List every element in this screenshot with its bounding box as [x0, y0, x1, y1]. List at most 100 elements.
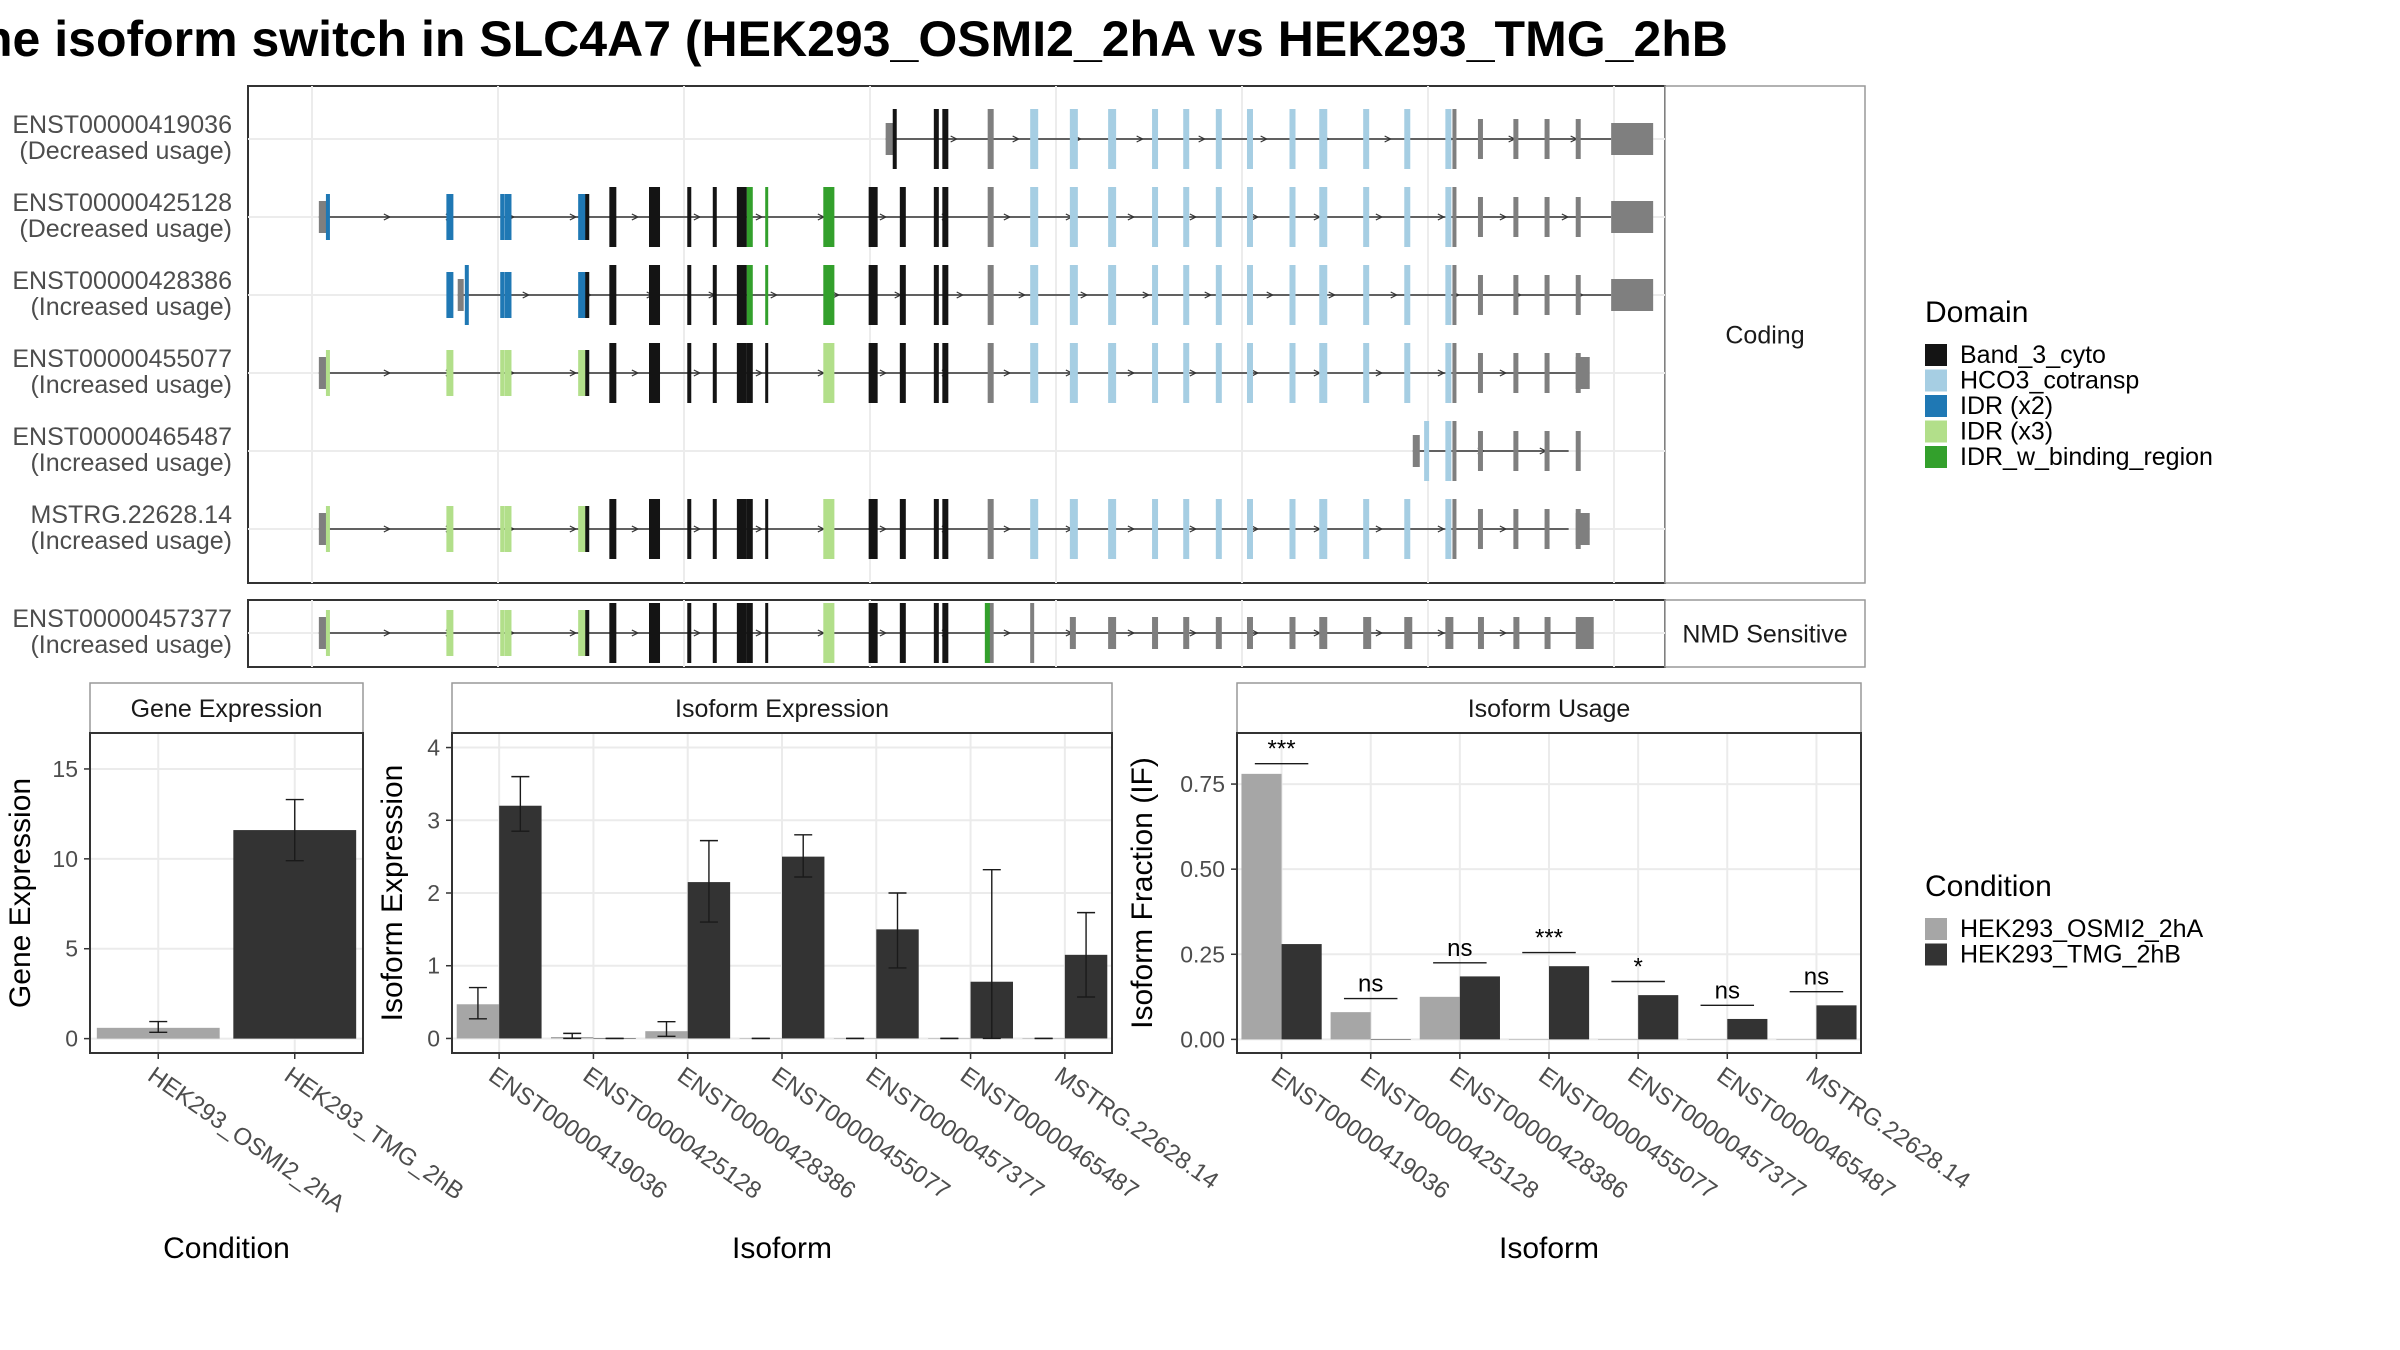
intron-arrow	[631, 629, 640, 637]
exon	[504, 610, 512, 656]
exon	[1404, 343, 1411, 403]
exon	[1246, 187, 1253, 247]
significance-label: *	[1633, 954, 1642, 981]
exon	[868, 343, 878, 403]
exon	[765, 265, 769, 325]
bar	[1330, 1012, 1371, 1040]
exon	[1246, 499, 1253, 559]
exon	[1215, 499, 1222, 559]
exon	[899, 499, 906, 559]
intron-arrow	[1127, 369, 1136, 377]
exon	[1030, 265, 1039, 325]
exon	[1544, 275, 1550, 315]
exon	[1363, 343, 1370, 403]
exon	[318, 201, 329, 233]
exon	[746, 499, 753, 559]
exon	[1215, 343, 1222, 403]
intron-arrow	[1127, 525, 1136, 533]
transcript-id: ENST00000428386	[12, 267, 232, 295]
x-axis-title: Isoform	[732, 1232, 832, 1265]
exon	[736, 187, 747, 247]
exon	[1452, 421, 1457, 481]
exon	[649, 343, 661, 403]
exon	[649, 499, 661, 559]
exon	[1069, 499, 1078, 559]
exon	[746, 265, 753, 325]
exon	[1152, 499, 1159, 559]
exon	[1319, 109, 1328, 169]
exon	[1477, 197, 1483, 237]
panel-strip	[89, 682, 364, 734]
exon	[868, 603, 878, 663]
exon	[325, 506, 330, 552]
exon	[609, 603, 617, 663]
transcript-row: ENST00000457377(Increased usage)	[12, 603, 1665, 663]
legend-label: HEK293_OSMI2_2hA	[1960, 915, 2204, 943]
exon	[1183, 109, 1190, 169]
exon	[1477, 275, 1483, 315]
exon	[1069, 187, 1078, 247]
condition-legend-item: HEK293_TMG_2hB	[1925, 941, 2181, 969]
exon	[712, 343, 717, 403]
exon	[464, 265, 469, 325]
exon	[578, 272, 588, 318]
strip-box	[1664, 599, 1866, 668]
exon	[1513, 617, 1520, 649]
bar	[1241, 773, 1282, 1040]
bar	[782, 856, 825, 1039]
exon	[649, 187, 661, 247]
exon	[868, 187, 878, 247]
exon	[1069, 343, 1078, 403]
y-tick-label: 0	[65, 1026, 78, 1052]
exon	[830, 187, 835, 247]
exon	[1477, 119, 1483, 159]
exon	[457, 279, 464, 311]
exon	[1152, 343, 1159, 403]
exon	[1246, 109, 1253, 169]
exon	[1215, 109, 1222, 169]
legend-label: HEK293_TMG_2hB	[1960, 941, 2181, 969]
intron-arrow	[693, 213, 702, 221]
exon	[1452, 109, 1457, 169]
intron-arrow	[1189, 525, 1198, 533]
exon	[1069, 265, 1078, 325]
intron-arrow	[383, 213, 392, 221]
exon	[1152, 617, 1159, 649]
exon	[1544, 617, 1551, 649]
intron-arrow	[755, 629, 764, 637]
intron-arrow	[569, 525, 578, 533]
bar	[1508, 1039, 1549, 1040]
intron-arrow	[383, 525, 392, 533]
transcript-id: ENST00000425128	[12, 189, 232, 217]
intron-arrow	[569, 629, 578, 637]
exon	[1183, 265, 1190, 325]
legend-swatch	[1925, 943, 1947, 966]
y-tick-label: 15	[52, 756, 78, 782]
strip-label: Coding	[1725, 322, 1804, 350]
exon	[500, 506, 505, 552]
y-axis-title: Isoform Expression	[376, 765, 409, 1022]
exon	[504, 272, 512, 318]
intron-arrow	[1375, 525, 1384, 533]
legend-label: IDR (x2)	[1960, 392, 2053, 420]
exon	[1575, 431, 1581, 471]
exon	[746, 603, 753, 663]
exon	[1445, 499, 1452, 559]
exon	[1183, 499, 1190, 559]
exon	[1452, 265, 1457, 325]
exon	[1289, 109, 1296, 169]
intron-arrow	[383, 629, 392, 637]
intron-arrow	[1189, 213, 1198, 221]
exon	[1246, 265, 1253, 325]
panel-strip	[451, 682, 1113, 734]
transcript-row: MSTRG.22628.14(Increased usage)	[30, 499, 1665, 559]
exon	[987, 109, 994, 169]
exon	[933, 187, 939, 247]
exon	[987, 603, 994, 663]
exon	[1445, 265, 1452, 325]
exon	[500, 194, 505, 240]
exon	[1289, 499, 1296, 559]
exon	[1215, 617, 1222, 649]
exon	[1575, 357, 1590, 389]
bar	[1598, 1039, 1639, 1040]
